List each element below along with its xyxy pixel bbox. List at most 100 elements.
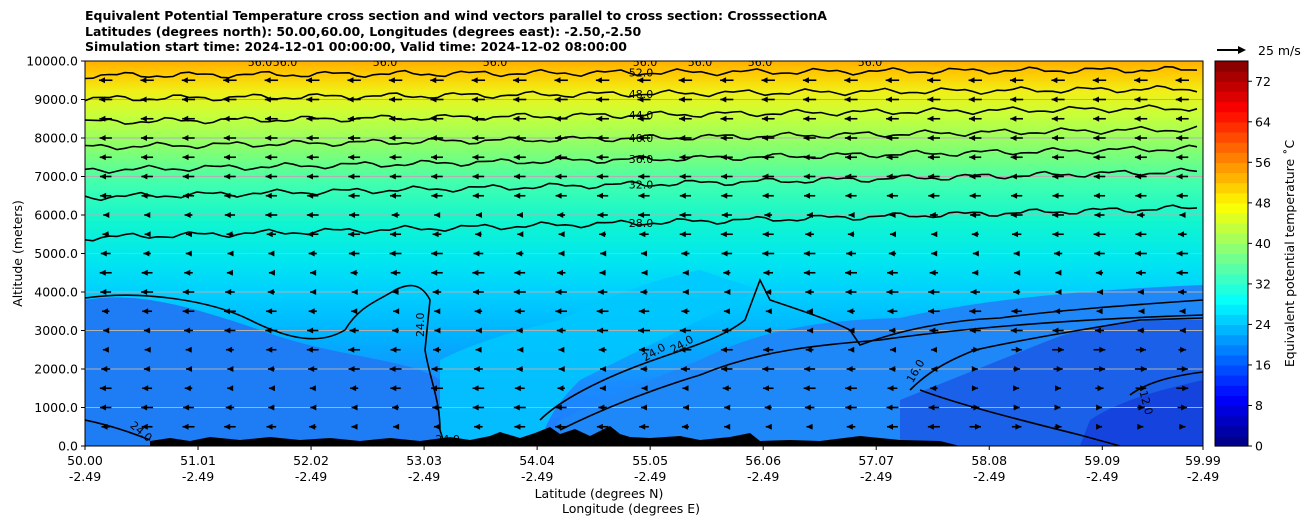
x-tick-label-lon: -2.49 bbox=[182, 469, 214, 484]
colorbar-segment bbox=[1215, 385, 1248, 396]
wind-arrow-head bbox=[389, 115, 396, 122]
wind-arrow-head bbox=[679, 212, 686, 218]
wind-arrow-head bbox=[679, 154, 686, 161]
wind-arrow-head bbox=[182, 154, 189, 161]
contour-line-low bbox=[1129, 371, 1203, 396]
wind-arrow-head bbox=[349, 212, 356, 218]
wind-arrow-head bbox=[1057, 346, 1064, 353]
y-tick-label: 9000.0 bbox=[34, 92, 78, 107]
wind-arrow-head bbox=[1051, 77, 1058, 84]
wind-arrow-head bbox=[99, 135, 106, 141]
wind-arrow-head bbox=[1056, 366, 1063, 372]
wind-arrow-head bbox=[555, 308, 562, 315]
wind-arrow-head bbox=[804, 192, 811, 199]
colorbar-segment bbox=[1215, 81, 1248, 92]
wind-arrow-head bbox=[723, 269, 730, 276]
wind-arrow-head bbox=[1137, 327, 1144, 334]
wind-arrow-head bbox=[182, 289, 189, 295]
wind-arrow-head bbox=[927, 154, 934, 161]
wind-arrow-head bbox=[803, 173, 810, 180]
wind-arrow-head bbox=[266, 231, 273, 238]
wind-arrow-head bbox=[1179, 327, 1186, 334]
wind-arrow-head bbox=[389, 135, 396, 141]
wind-arrow-head bbox=[638, 327, 645, 334]
wind-arrow-head bbox=[1175, 115, 1182, 122]
wind-arrow-head bbox=[1135, 231, 1142, 238]
colorbar-segment bbox=[1215, 152, 1248, 163]
wind-arrow-head bbox=[761, 77, 768, 84]
wind-arrow-head bbox=[1052, 173, 1059, 180]
wind-arrow-head bbox=[724, 404, 731, 411]
wind-arrow-head bbox=[929, 212, 936, 218]
wind-arrow-head bbox=[266, 308, 273, 315]
wind-arrow-head bbox=[1010, 327, 1017, 334]
wind-arrow-head bbox=[144, 231, 151, 238]
x-tick-label-lat: 59.99 bbox=[1185, 453, 1221, 468]
wind-arrow-head bbox=[390, 385, 397, 392]
wind-arrow-head bbox=[389, 250, 396, 257]
wind-arrow-head bbox=[1176, 173, 1183, 180]
wind-arrow-head bbox=[1094, 250, 1101, 257]
wind-arrow-head bbox=[306, 115, 313, 122]
wind-arrow-head bbox=[185, 346, 192, 353]
wind-arrow-head bbox=[720, 115, 727, 122]
wind-arrow-head bbox=[433, 423, 440, 430]
contour-label-top: 56.0 bbox=[633, 56, 658, 69]
wind-arrow-head bbox=[1176, 250, 1183, 257]
wind-arrow-head bbox=[513, 404, 520, 411]
wind-arrow-head bbox=[347, 135, 354, 141]
wind-arrow-head bbox=[638, 173, 645, 180]
wind-arrow-head bbox=[348, 346, 355, 353]
wind-arrow-head bbox=[140, 96, 147, 103]
wind-arrow-head bbox=[931, 346, 938, 353]
wind-arrow-head bbox=[102, 346, 109, 353]
contour-label-top: 56.0 bbox=[273, 56, 298, 69]
terrain bbox=[150, 426, 960, 446]
wind-arrow-head bbox=[1134, 250, 1141, 257]
wind-arrow-head bbox=[471, 77, 478, 84]
wind-arrow-head bbox=[430, 96, 437, 103]
wind-arrow-head bbox=[227, 385, 234, 392]
wind-arrow-head bbox=[931, 366, 938, 372]
wind-arrow-head bbox=[226, 346, 233, 353]
wind-arrow-head bbox=[475, 346, 482, 353]
wind-arrow-head bbox=[557, 212, 564, 218]
wind-arrow-head bbox=[762, 192, 769, 199]
wind-arrow-head bbox=[307, 327, 314, 334]
x-tick-label-lon: -2.49 bbox=[69, 469, 101, 484]
wind-arrow-head bbox=[805, 346, 812, 353]
wind-arrow-head bbox=[558, 346, 565, 353]
wind-arrow-head bbox=[554, 96, 561, 103]
wind-arrow-head bbox=[764, 404, 771, 411]
wind-arrow-head bbox=[974, 423, 981, 430]
wind-arrow-head bbox=[678, 96, 685, 103]
wind-arrow-head bbox=[885, 96, 892, 103]
wind-arrow-head bbox=[679, 231, 686, 238]
wind-arrow-head bbox=[140, 135, 147, 141]
wind-arrow-head bbox=[140, 77, 147, 84]
wind-arrow-head bbox=[1093, 135, 1100, 141]
wind-arrow-head bbox=[679, 115, 686, 122]
wind-arrow-head bbox=[930, 385, 937, 392]
x-axis: 50.00-2.4951.01-2.4952.02-2.4953.03-2.49… bbox=[67, 446, 1221, 484]
wind-arrow-head bbox=[888, 250, 895, 257]
wind-arrow-head bbox=[101, 423, 108, 430]
wind-arrow-head bbox=[886, 192, 893, 199]
wind-arrow-head bbox=[432, 404, 439, 411]
wind-arrow-head bbox=[968, 115, 975, 122]
wind-arrow-head bbox=[600, 250, 607, 257]
wind-arrow-head bbox=[432, 231, 439, 238]
wind-arrow-head bbox=[1097, 385, 1104, 392]
wind-arrow-head bbox=[803, 96, 810, 103]
wind-arrow-head bbox=[1138, 308, 1145, 315]
colorbar-segment bbox=[1215, 283, 1248, 295]
wind-arrow-head bbox=[182, 135, 189, 141]
x-axis-label-latitude: Latitude (degrees N) bbox=[535, 486, 664, 501]
x-tick-label-lon: -2.49 bbox=[521, 469, 553, 484]
wind-arrow-head bbox=[848, 346, 855, 353]
wind-arrow-head bbox=[223, 135, 230, 141]
wind-arrow-head bbox=[682, 404, 689, 411]
wind-arrow-head bbox=[762, 250, 769, 257]
wind-arrow-head bbox=[1052, 212, 1059, 218]
colorbar-frame bbox=[1214, 60, 1249, 447]
